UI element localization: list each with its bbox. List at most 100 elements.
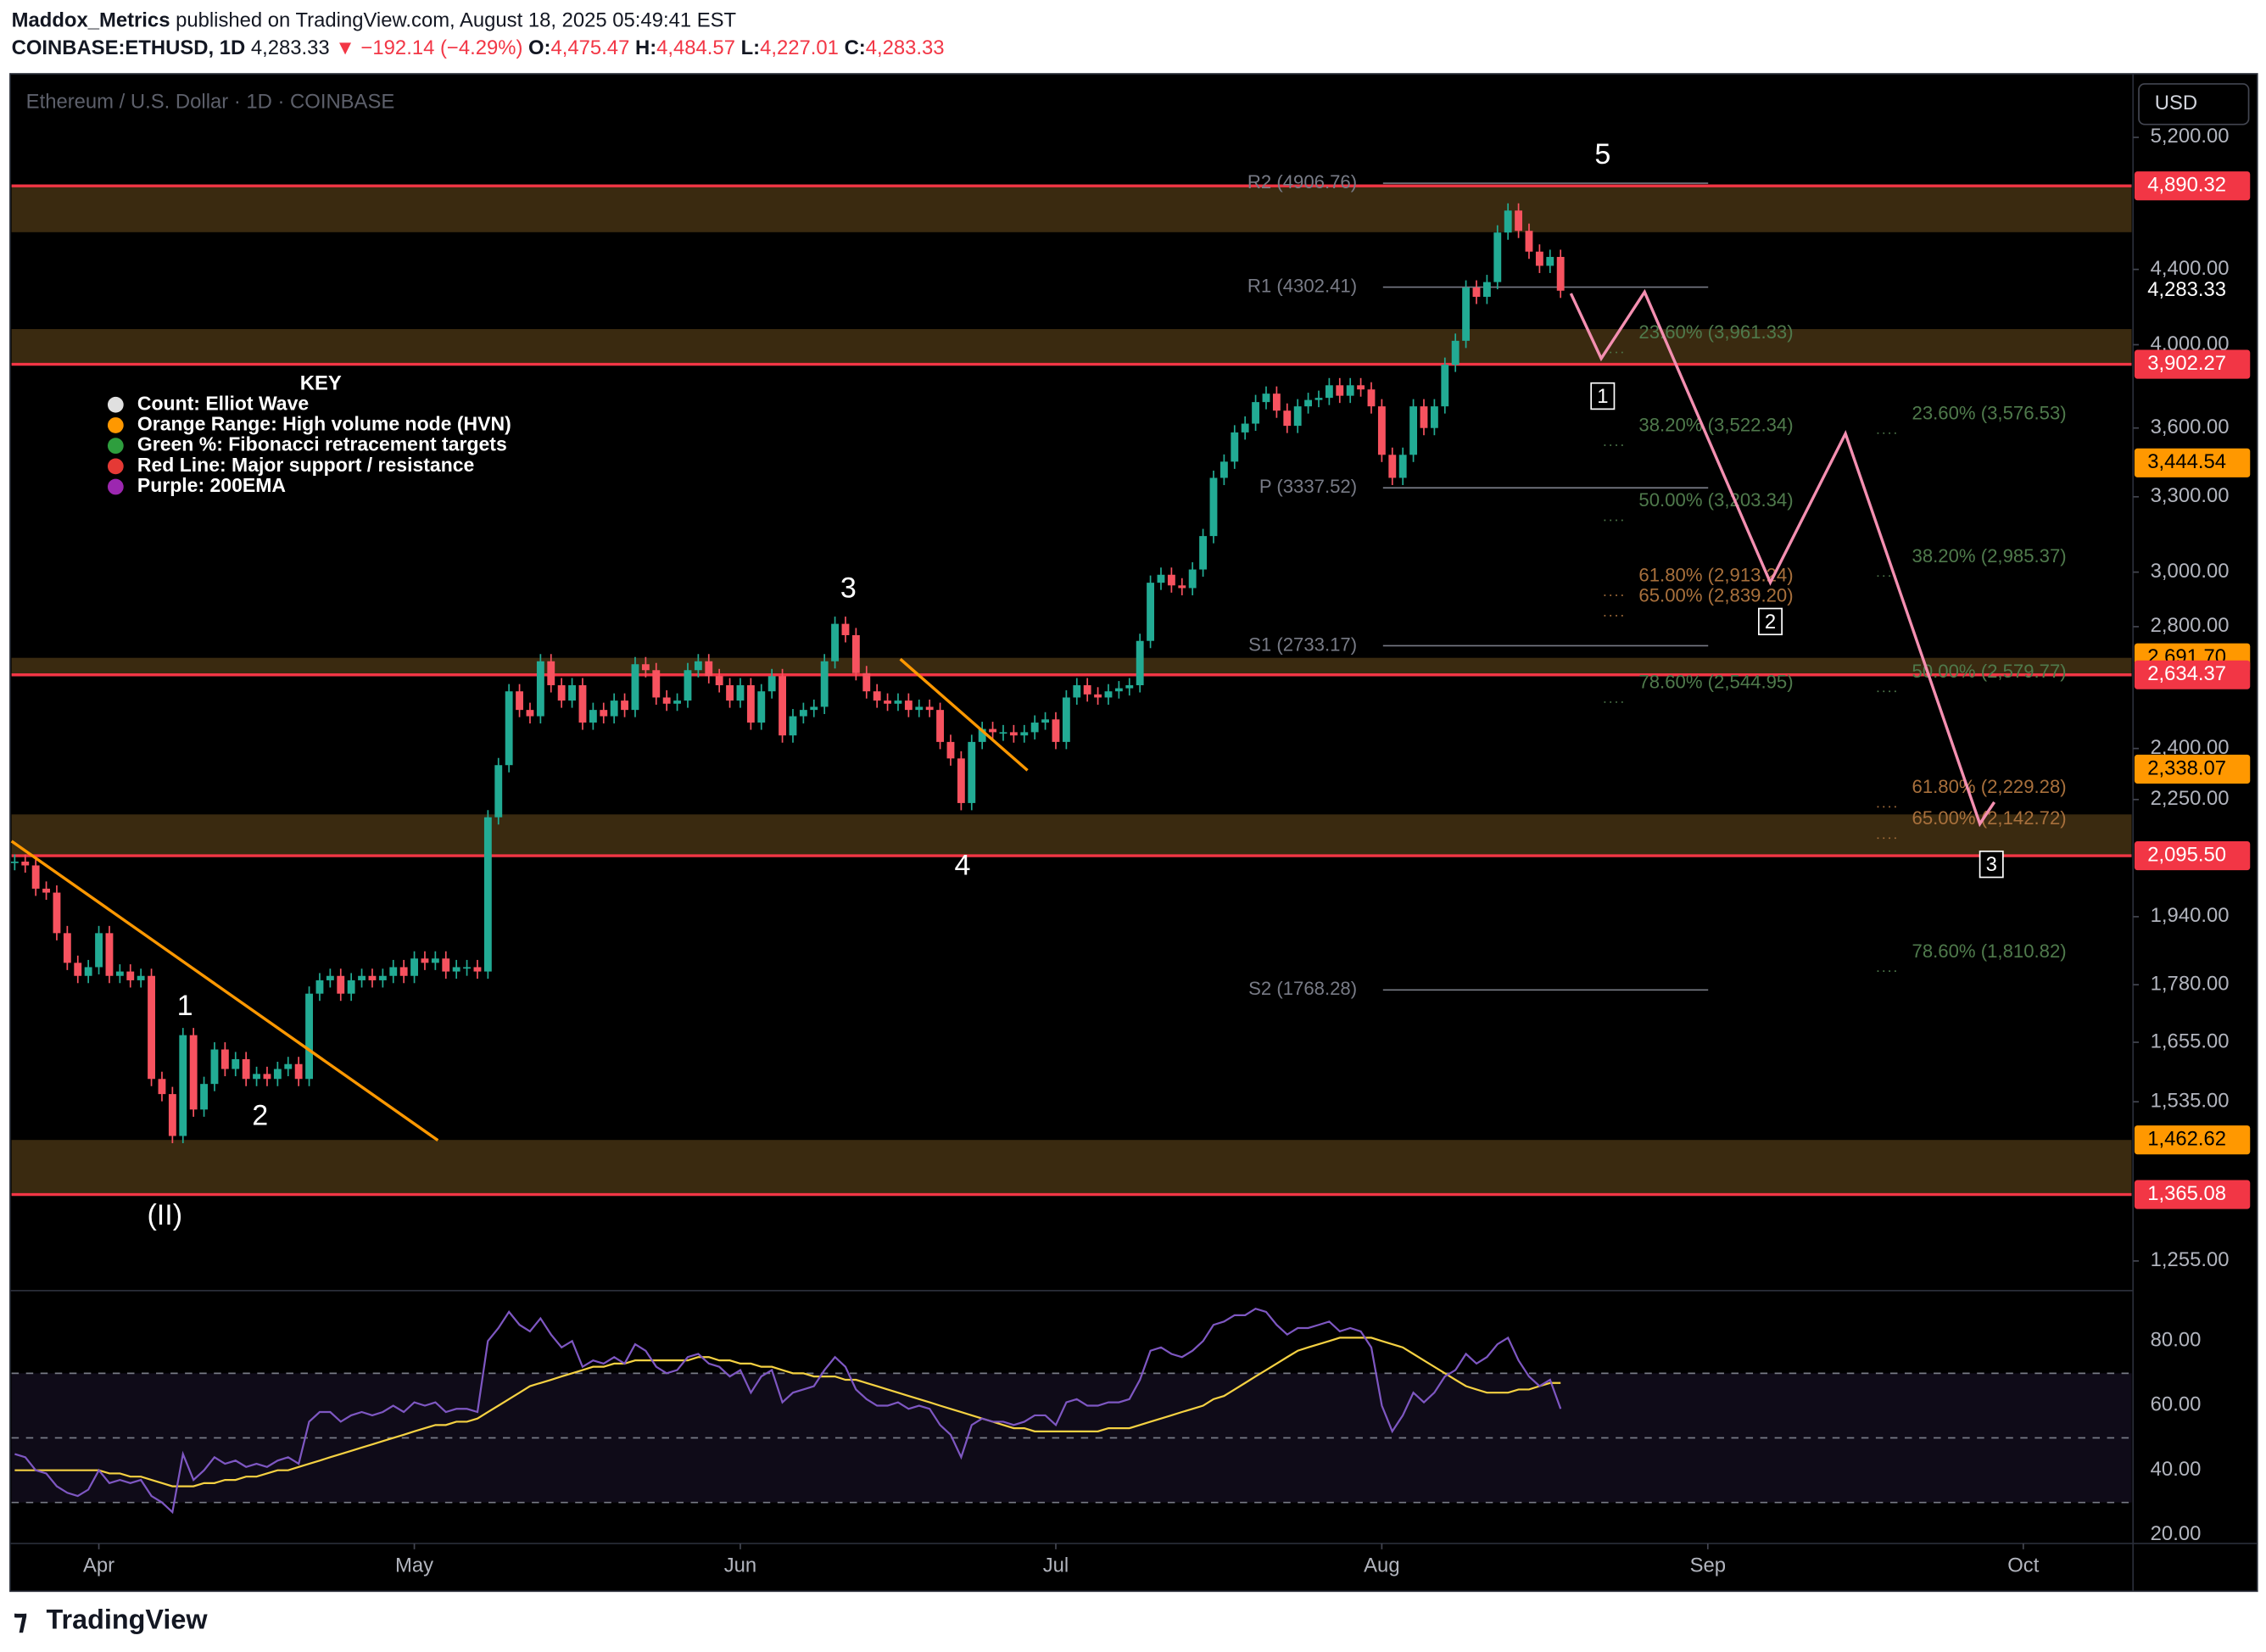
currency[interactable]: USD	[2155, 92, 2197, 114]
price-label: 4,890.32	[2147, 173, 2226, 196]
rsi-tick-label: 60.00	[2151, 1393, 2202, 1416]
candle	[652, 670, 661, 698]
candle	[1020, 732, 1029, 736]
key-title: KEY	[300, 372, 342, 395]
price-label: 1,365.08	[2147, 1182, 2226, 1205]
candle	[989, 728, 997, 733]
y-tick-label: 2,800.00	[2151, 614, 2230, 637]
candle	[736, 685, 745, 701]
candle	[505, 691, 513, 766]
candle	[421, 958, 429, 963]
wave-label: 3	[840, 572, 857, 604]
candle	[831, 623, 840, 661]
price-label: 1,462.62	[2147, 1127, 2226, 1150]
projection-label: 1	[1597, 385, 1608, 408]
candle	[1030, 723, 1039, 733]
candle	[305, 993, 313, 1080]
candle	[1178, 585, 1186, 589]
candle	[1451, 340, 1460, 366]
fib-label: 61.80% (2,229.28)	[1912, 776, 2067, 797]
candle	[431, 958, 439, 963]
candle	[684, 670, 692, 701]
candle	[715, 676, 723, 686]
candle	[1272, 393, 1281, 411]
candle	[936, 710, 945, 742]
candle	[1388, 455, 1397, 478]
price-label-bg	[2134, 349, 2251, 379]
price-label: 3,902.27	[2147, 352, 2226, 375]
y-tick-label: 1,655.00	[2151, 1030, 2230, 1052]
hvn-zone	[11, 657, 2132, 675]
candle	[946, 741, 955, 759]
candle	[1546, 256, 1554, 266]
candle	[179, 1035, 187, 1136]
wave-labels: 5 3 4 1 2 (II)	[147, 138, 1610, 1231]
candle	[148, 975, 155, 1080]
candle	[1525, 231, 1533, 252]
candle	[841, 623, 850, 635]
trendline	[10, 840, 439, 1142]
candle	[536, 661, 544, 717]
candle	[1398, 455, 1407, 478]
candle	[894, 700, 902, 704]
candle	[968, 741, 976, 803]
fib-label: 38.20% (2,985.37)	[1912, 545, 2067, 566]
x-tick-label: Apr	[83, 1554, 114, 1577]
x-tick-label: Sep	[1690, 1554, 1726, 1577]
l-label: L:	[741, 36, 761, 59]
projection-label: 3	[1986, 853, 1997, 876]
wave-label: (II)	[147, 1199, 182, 1231]
y-tick-label: 1,255.00	[2151, 1248, 2230, 1271]
candle	[410, 958, 418, 976]
box	[1590, 382, 1616, 410]
fib-label: 38.20% (3,522.34)	[1638, 415, 1793, 436]
x-tick-label: May	[395, 1554, 433, 1577]
y-tick-label: 1,940.00	[2151, 904, 2230, 927]
candle	[1430, 406, 1438, 428]
candle	[621, 700, 628, 711]
candle	[904, 700, 913, 711]
low: 4,227.01	[760, 36, 839, 59]
candle	[925, 706, 934, 711]
candle	[851, 634, 860, 673]
candle	[326, 975, 334, 980]
y-tick-label: 4,400.00	[2151, 257, 2230, 280]
candle	[74, 963, 82, 976]
candle	[705, 661, 713, 677]
pivot-label: R2 (4906.76)	[1247, 171, 1357, 193]
candle	[21, 861, 30, 866]
pivot-label: S2 (1768.28)	[1248, 978, 1357, 999]
candle	[232, 1058, 240, 1069]
brand-logo: ⁊	[13, 1604, 28, 1636]
candle	[1188, 569, 1197, 589]
candle	[220, 1049, 229, 1069]
candle	[1220, 461, 1228, 478]
box	[1758, 607, 1783, 636]
candle	[1252, 402, 1260, 424]
hvn-zone	[11, 814, 2132, 857]
candle	[452, 967, 460, 972]
candle	[884, 700, 892, 704]
key-item: Orange Range: High volume node (HVN)	[137, 413, 511, 435]
fib-label: 78.60% (2,544.95)	[1638, 672, 1793, 693]
projection-label: 2	[1765, 611, 1776, 633]
currency-button[interactable]	[2138, 83, 2250, 126]
candle	[253, 1074, 260, 1080]
candle	[557, 685, 566, 701]
price-label-bg	[2134, 1125, 2251, 1155]
candle	[1199, 536, 1208, 570]
candle	[347, 979, 355, 994]
rsi-line	[14, 1307, 1562, 1515]
symbol: COINBASE:ETHUSD, 1D	[12, 36, 246, 59]
fib-label: 78.60% (1,810.82)	[1912, 940, 2067, 962]
candle	[516, 691, 523, 711]
key-dot	[107, 458, 124, 475]
candle	[1262, 393, 1270, 403]
key-dot	[107, 417, 124, 433]
candle	[1009, 732, 1018, 736]
pivot-label: P (3337.52)	[1259, 476, 1357, 497]
candle	[337, 975, 345, 994]
y-tick-label: 3,600.00	[2151, 416, 2230, 438]
close: 4,283.33	[866, 36, 945, 59]
